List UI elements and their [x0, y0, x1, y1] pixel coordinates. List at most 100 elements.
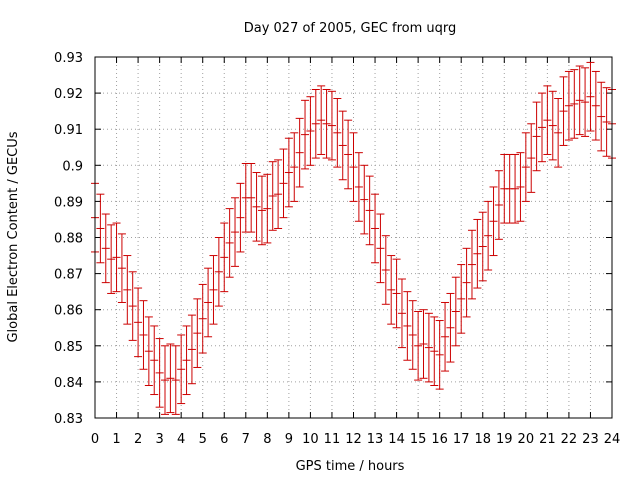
- data-point: [279, 148, 288, 219]
- data-point: [139, 300, 148, 370]
- chart-title: Day 027 of 2005, GEC from uqrg: [244, 21, 457, 36]
- data-point: [204, 267, 213, 338]
- x-tick-label: 21: [539, 432, 556, 447]
- data-point: [171, 345, 180, 415]
- x-tick-label: 17: [453, 432, 470, 447]
- data-point: [214, 237, 223, 307]
- data-point: [96, 193, 105, 264]
- data-point: [301, 99, 310, 170]
- data-point: [322, 88, 331, 159]
- data-point: [484, 200, 493, 271]
- y-tick-label: 0.93: [54, 51, 83, 66]
- data-point: [537, 92, 546, 163]
- y-tick-label: 0.91: [54, 123, 83, 138]
- data-point: [150, 325, 159, 396]
- data-point: [521, 132, 530, 202]
- grid-lines: [95, 57, 612, 418]
- data-point: [446, 292, 455, 363]
- data-point: [435, 320, 444, 390]
- data-point: [274, 159, 283, 229]
- data-point: [354, 152, 363, 222]
- x-axis-label: GPS time / hours: [296, 459, 405, 474]
- y-tick-label: 0.89: [54, 195, 83, 210]
- data-point: [602, 87, 611, 157]
- data-point: [478, 211, 487, 282]
- data-point: [511, 153, 520, 224]
- data-point: [155, 338, 164, 408]
- data-point: [112, 222, 121, 293]
- data-point: [564, 70, 573, 141]
- x-tick-label: 5: [199, 432, 207, 447]
- data-point: [489, 186, 498, 257]
- data-point: [403, 291, 412, 361]
- x-tick-label: 2: [134, 432, 142, 447]
- data-point: [317, 85, 326, 155]
- data-point: [252, 172, 261, 242]
- x-tick-label: 12: [345, 432, 362, 447]
- data-point: [387, 255, 396, 325]
- x-tick-label: 1: [112, 432, 120, 447]
- data-point: [457, 264, 466, 334]
- data-point: [381, 235, 390, 305]
- data-point: [360, 164, 369, 235]
- x-tick-label: 6: [220, 432, 228, 447]
- y-tick-labels: 0.83 0.84 0.85 0.86 0.87 0.88 0.89 0.9 0.91 0.92 0…: [54, 51, 83, 427]
- data-point: [177, 334, 186, 405]
- data-point: [187, 314, 196, 385]
- data-point: [193, 298, 202, 368]
- data-point: [268, 161, 277, 231]
- data-point: [494, 170, 503, 240]
- data-point: [451, 276, 460, 347]
- y-axis-label: Global Electron Content / GECUs: [6, 131, 21, 342]
- x-tick-label: 16: [431, 432, 448, 447]
- data-point: [516, 152, 525, 222]
- data-point: [166, 343, 175, 414]
- y-tick-label: 0.86: [54, 304, 83, 319]
- data-point: [209, 255, 218, 325]
- data-point: [290, 132, 299, 202]
- y-tick-label: 0.87: [54, 268, 83, 283]
- gec-series: [91, 61, 616, 415]
- data-point: [306, 96, 315, 166]
- data-point: [467, 229, 476, 300]
- x-tick-label: 4: [177, 432, 185, 447]
- data-point: [371, 193, 380, 264]
- data-point: [597, 81, 606, 152]
- data-point: [123, 255, 132, 325]
- data-point: [554, 98, 563, 168]
- data-point: [257, 175, 266, 246]
- y-tick-label: 0.9: [62, 159, 83, 174]
- data-point: [430, 316, 439, 387]
- data-point: [220, 222, 229, 293]
- x-tick-label: 10: [302, 432, 319, 447]
- data-point: [236, 182, 245, 253]
- y-tick-label: 0.84: [54, 376, 83, 391]
- data-point: [134, 287, 143, 358]
- y-tick-label: 0.88: [54, 232, 83, 247]
- data-point: [101, 213, 110, 284]
- x-tick-label: 19: [496, 432, 513, 447]
- data-point: [414, 311, 423, 381]
- data-point: [441, 301, 450, 372]
- data-point: [586, 61, 595, 132]
- data-point: [424, 312, 433, 383]
- data-point: [161, 345, 170, 415]
- data-point: [559, 76, 568, 146]
- data-point: [311, 88, 320, 159]
- data-point: [462, 247, 471, 318]
- x-tick-label: 9: [285, 432, 293, 447]
- data-point: [263, 173, 272, 244]
- x-tick-label: 22: [561, 432, 578, 447]
- x-tick-label: 20: [518, 432, 535, 447]
- x-tick-label: 0: [91, 432, 99, 447]
- data-point: [570, 69, 579, 139]
- data-point: [198, 283, 207, 354]
- data-point: [365, 175, 374, 246]
- x-tick-label: 8: [263, 432, 271, 447]
- data-point: [338, 110, 347, 181]
- y-tick-label: 0.83: [54, 412, 83, 427]
- data-point: [117, 233, 126, 303]
- x-tick-label: 24: [604, 432, 621, 447]
- x-tick-label: 13: [367, 432, 384, 447]
- data-point: [349, 132, 358, 202]
